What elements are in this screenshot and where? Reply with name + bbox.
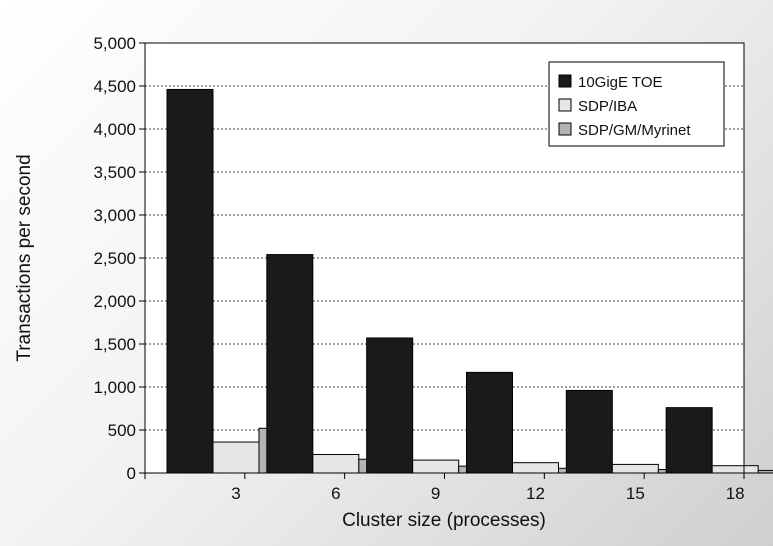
x-tick-label: 9: [431, 484, 440, 503]
bars: [166, 88, 773, 474]
legend-label: SDP/IBA: [578, 98, 637, 115]
legend-label: 10GigE TOE: [578, 74, 663, 91]
x-tick-label: 3: [231, 484, 240, 503]
bar: [611, 463, 659, 474]
y-tick-label: 4,000: [93, 120, 136, 139]
x-axis: 3 6 9 12 15 18: [144, 473, 745, 503]
y-tick-label: 500: [108, 421, 136, 440]
bar: [565, 389, 613, 474]
bar: [366, 337, 414, 474]
y-tick-label: 4,500: [93, 77, 136, 96]
bar: [312, 454, 360, 474]
bar: [212, 441, 260, 474]
x-tick-label: 15: [626, 484, 645, 503]
y-tick-label: 1,500: [93, 335, 136, 354]
y-axis: 0 500 1,000 1,500 2,000 2,500 3,000 3,500 4,000 4…: [93, 34, 145, 483]
y-tick-label: 5,000: [93, 34, 136, 53]
bar: [665, 407, 713, 474]
bar: [166, 88, 214, 474]
y-tick-label: 2,000: [93, 292, 136, 311]
legend: 10GigE TOE SDP/IBA SDP/GM/Myrinet: [548, 61, 725, 147]
bar: [466, 371, 513, 474]
y-tick-label: 0: [127, 464, 136, 483]
bar: [266, 254, 314, 474]
y-tick-label: 3,500: [93, 163, 136, 182]
x-tick-label: 12: [526, 484, 545, 503]
y-tick-label: 3,000: [93, 206, 136, 225]
bar: [757, 469, 773, 474]
legend-swatch: [558, 74, 572, 88]
y-axis-title: Transactions per second: [14, 154, 35, 361]
legend-label: SDP/GM/Myrinet: [578, 122, 691, 139]
bar: [512, 462, 559, 474]
x-axis-title: Cluster size (processes): [342, 510, 546, 531]
y-tick-label: 2,500: [93, 249, 136, 268]
bar: [412, 459, 460, 474]
x-tick-label: 18: [726, 484, 745, 503]
y-tick-label: 1,000: [93, 378, 136, 397]
legend-swatch: [558, 98, 572, 112]
legend-box: [548, 61, 725, 147]
legend-swatch: [558, 122, 572, 136]
bar: [711, 465, 759, 474]
x-tick-label: 6: [331, 484, 340, 503]
